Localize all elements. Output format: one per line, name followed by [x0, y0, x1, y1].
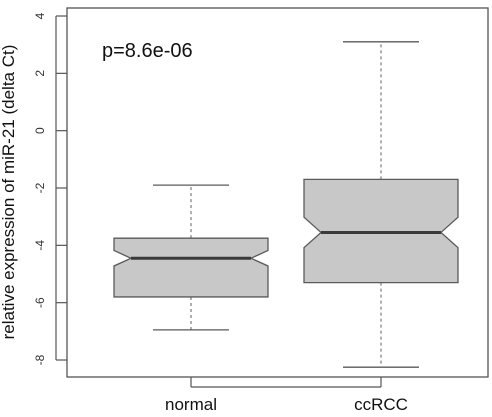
y-tick-label: -8: [33, 354, 47, 365]
y-tick-label: -4: [33, 240, 47, 251]
y-axis: 4 2 0 -2 -4 -6 -8: [33, 12, 67, 365]
p-value-annotation: p=8.6e-06: [102, 40, 193, 62]
y-axis-label: relative expression of miR-21 (delta Ct): [0, 45, 18, 340]
y-tick-label: -6: [33, 297, 47, 308]
x-tick-label: ccRCC: [354, 395, 408, 414]
y-tick-label: 2: [33, 70, 47, 77]
box-normal: [113, 237, 269, 298]
y-tick-label: 0: [33, 127, 47, 134]
x-axis: normal ccRCC: [165, 377, 408, 414]
x-tick-label: normal: [165, 395, 217, 414]
y-tick-label: 4: [33, 12, 47, 19]
plot-frame: [66, 7, 489, 378]
boxes: [113, 41, 459, 368]
y-tick-label: -2: [33, 182, 47, 193]
